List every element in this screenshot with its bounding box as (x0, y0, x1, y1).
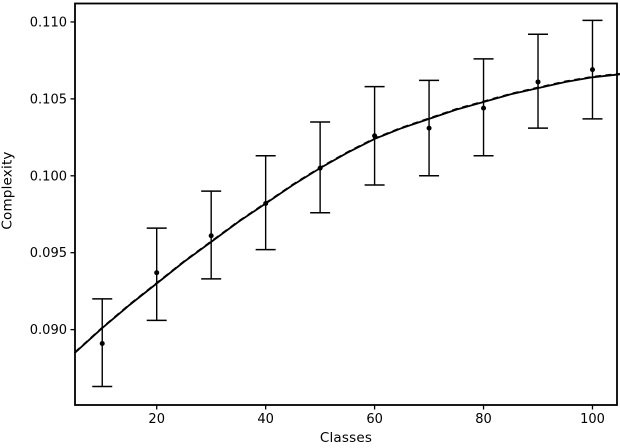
data-point (263, 200, 269, 206)
data-point (99, 340, 105, 346)
y-tick-label: 0.090 (30, 323, 67, 338)
x-axis-label: Classes (319, 430, 373, 446)
y-tick-label: 0.095 (30, 246, 67, 261)
x-tick-label: 20 (148, 412, 165, 427)
fit-curve-dashed-overlay (74, 72, 620, 353)
y-axis-label: Complexity (0, 151, 16, 230)
x-tick-label: 80 (475, 412, 492, 427)
x-tick-label: 60 (366, 412, 383, 427)
data-point (372, 133, 378, 139)
y-tick-label: 0.110 (30, 15, 67, 30)
data-point (154, 270, 160, 276)
data-point (589, 67, 595, 73)
data-point (481, 105, 487, 111)
data-point (317, 165, 323, 171)
x-tick-label: 100 (580, 412, 605, 427)
x-tick-label: 40 (257, 412, 274, 427)
y-tick-label: 0.105 (30, 92, 67, 107)
plot-border (74, 2, 618, 406)
data-point (208, 233, 214, 239)
fit-curve (74, 73, 620, 354)
y-tick-label: 0.100 (30, 169, 67, 184)
data-point (535, 79, 541, 85)
data-point (426, 125, 432, 131)
